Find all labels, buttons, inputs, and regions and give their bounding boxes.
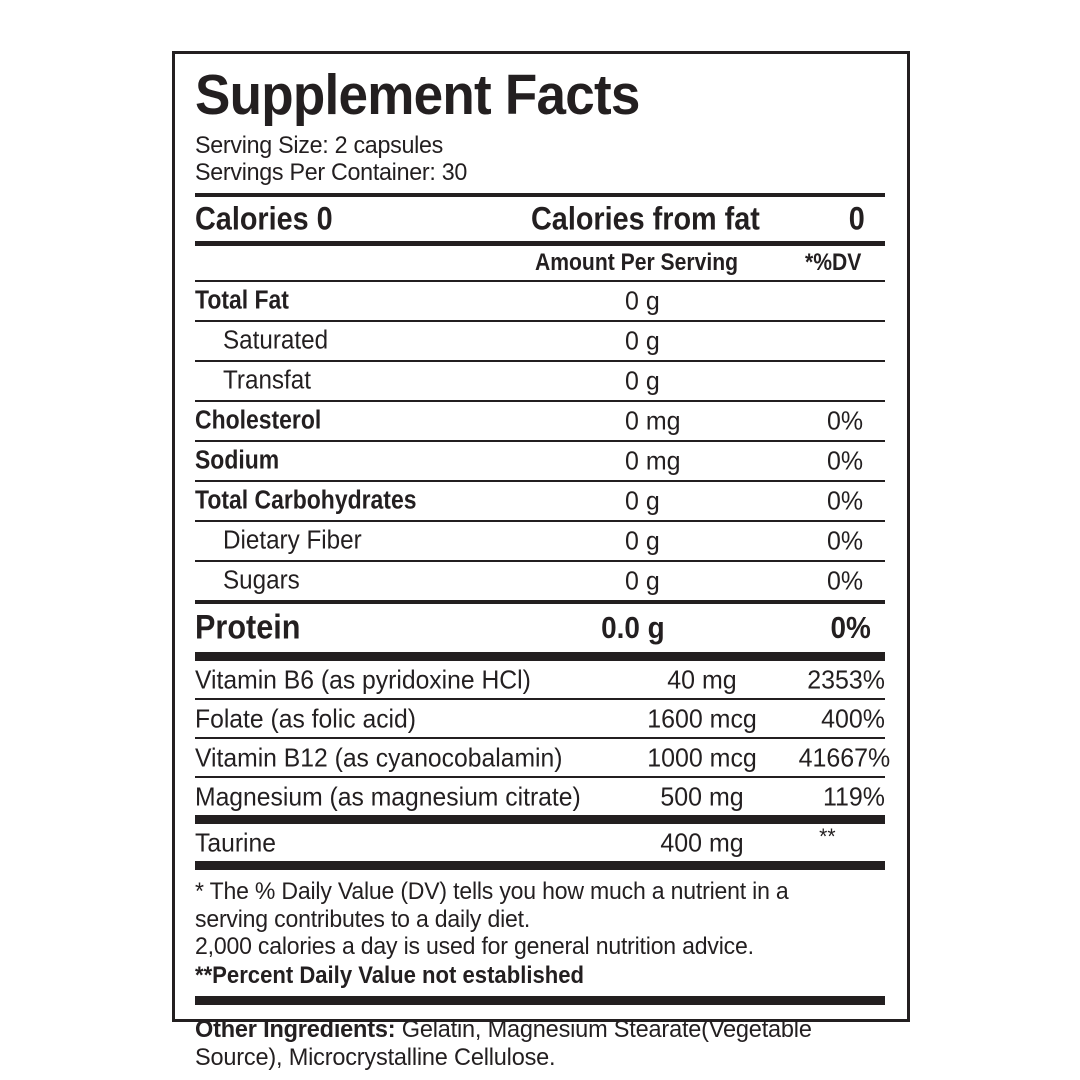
- serving-size: Serving Size: 2 capsules: [195, 132, 444, 159]
- nutrient-row-sodium: Sodium 0 mg 0%: [195, 442, 885, 480]
- nutrient-row-cholesterol: Cholesterol 0 mg 0%: [195, 402, 885, 440]
- nutrient-label: Sodium: [195, 446, 280, 475]
- footnote-section: * The % Daily Value (DV) tells you how m…: [195, 870, 893, 996]
- nutrient-daily-value: 41667%: [798, 742, 891, 772]
- nutrient-label: Sugars: [223, 566, 300, 595]
- nutrient-row-saturated: Saturated 0 g: [195, 322, 885, 360]
- nutrient-row-dietary-fiber: Dietary Fiber 0 g 0%: [195, 522, 885, 560]
- footnote-line-1: * The % Daily Value (DV) tells you how m…: [195, 878, 789, 905]
- nutrient-row-protein: Protein 0.0 g 0%: [195, 604, 885, 652]
- nutrient-amount: 0 g: [625, 365, 660, 396]
- divider-above-taurine: [195, 815, 885, 824]
- nutrient-amount: 0 mg: [625, 445, 681, 476]
- nutrient-amount: 500 mg: [660, 781, 744, 811]
- daily-value-header: *%DV: [805, 249, 862, 276]
- nutrient-row-taurine: Taurine 400 mg **: [195, 824, 885, 861]
- row-divider: [195, 520, 885, 522]
- divider-above-protein: [195, 600, 885, 604]
- nutrient-label: Cholesterol: [195, 406, 322, 435]
- nutrient-label: Vitamin B12 (as cyanocobalamin): [195, 742, 563, 772]
- nutrient-label: Protein: [195, 608, 301, 647]
- nutrient-daily-value: 2353%: [807, 664, 885, 694]
- nutrient-row-total-carbohydrates: Total Carbohydrates 0 g 0%: [195, 482, 885, 520]
- nutrient-daily-value: 0%: [827, 445, 864, 476]
- divider-below-calories: [195, 241, 885, 246]
- nutrient-row-vitamin-b12: Vitamin B12 (as cyanocobalamin) 1000 mcg…: [195, 739, 891, 776]
- nutrient-label: Vitamin B6 (as pyridoxine HCl): [195, 664, 531, 694]
- nutrient-daily-value: 119%: [823, 781, 885, 811]
- nutrient-row-folate: Folate (as folic acid) 1600 mcg 400%: [195, 700, 885, 737]
- supplement-facts-panel: Supplement Facts Serving Size: 2 capsule…: [172, 51, 910, 1071]
- divider-above-vitamins: [195, 652, 885, 661]
- row-divider: [195, 698, 885, 700]
- calories-row: Calories 0 Calories from fat 0: [195, 197, 885, 241]
- footnote-line-2: serving contributes to a daily diet.: [195, 905, 531, 933]
- nutrient-label: Total Fat: [195, 286, 289, 315]
- row-divider: [195, 440, 885, 442]
- nutrient-label: Dietary Fiber: [223, 526, 362, 555]
- nutrient-amount: 400 mg: [660, 827, 744, 857]
- nutrient-row-magnesium: Magnesium (as magnesium citrate) 500 mg …: [195, 778, 885, 815]
- nutrient-row-transfat: Transfat 0 g: [195, 362, 885, 400]
- nutrient-row-sugars: Sugars 0 g 0%: [195, 562, 885, 600]
- supplement-facts-content: Supplement Facts Serving Size: 2 capsule…: [195, 60, 893, 1072]
- page-title: Supplement Facts: [195, 63, 640, 127]
- servings-per-container: Servings Per Container: 30: [195, 159, 468, 186]
- nutrient-label: Total Carbohydrates: [195, 486, 417, 515]
- nutrient-label: Saturated: [223, 326, 329, 355]
- other-ingredients-heading: Other Ingredients:: [195, 1015, 396, 1043]
- nutrient-amount: 0 g: [625, 525, 660, 556]
- row-divider: [195, 360, 885, 362]
- other-ingredients-list: Gelatin, Magnesium Stearate(Vegetable So…: [195, 1015, 812, 1071]
- column-header-row: Amount Per Serving *%DV: [195, 246, 885, 280]
- row-divider: [195, 400, 885, 402]
- nutrient-amount: 1000 mcg: [647, 742, 757, 772]
- calories-label: Calories 0: [195, 200, 333, 237]
- calories-from-fat-value: 0: [848, 200, 865, 237]
- nutrient-daily-value: 400%: [821, 703, 885, 733]
- nutrient-daily-value: 0%: [830, 610, 871, 645]
- divider-above-calories: [195, 193, 885, 197]
- nutrient-daily-value: 0%: [827, 525, 864, 556]
- nutrient-daily-value: 0%: [827, 565, 864, 596]
- nutrient-amount: 0 g: [625, 485, 660, 516]
- row-divider: [195, 737, 885, 739]
- nutrient-label: Transfat: [223, 366, 311, 395]
- divider-below-column-header: [195, 280, 885, 282]
- divider-above-ingredients: [195, 995, 885, 1005]
- nutrient-amount: 40 mg: [667, 664, 737, 694]
- nutrient-daily-value: **: [819, 824, 836, 850]
- nutrient-daily-value: 0%: [827, 405, 864, 436]
- footnote-line-4: **Percent Daily Value not established: [195, 961, 585, 989]
- nutrient-row-vitamin-b6: Vitamin B6 (as pyridoxine HCl) 40 mg 235…: [195, 661, 885, 698]
- nutrient-amount: 0 g: [625, 285, 660, 316]
- row-divider: [195, 776, 885, 778]
- other-ingredients-text: Other Ingredients: Gelatin, Magnesium St…: [195, 1016, 869, 1072]
- nutrient-daily-value: 0%: [827, 485, 864, 516]
- calories-from-fat-label: Calories from fat: [531, 200, 760, 237]
- divider-below-taurine: [195, 861, 885, 870]
- row-divider: [195, 320, 885, 322]
- nutrient-label: Folate (as folic acid): [195, 703, 417, 733]
- nutrient-label: Magnesium (as magnesium citrate): [195, 781, 581, 811]
- nutrient-amount: 0 g: [625, 565, 660, 596]
- other-ingredients-section: Other Ingredients: Gelatin, Magnesium St…: [195, 1005, 893, 1072]
- nutrient-row-total-fat: Total Fat 0 g: [195, 282, 885, 320]
- nutrient-amount: 0 mg: [625, 405, 681, 436]
- row-divider: [195, 480, 885, 482]
- amount-per-serving-header: Amount Per Serving: [535, 249, 739, 276]
- nutrient-amount: 0.0 g: [601, 610, 665, 645]
- nutrient-amount: 1600 mcg: [647, 703, 757, 733]
- serving-info: Serving Size: 2 capsules Servings Per Co…: [195, 132, 893, 186]
- nutrient-label: Taurine: [195, 827, 277, 857]
- nutrient-amount: 0 g: [625, 325, 660, 356]
- footnote-line-3: 2,000 calories a day is used for general…: [195, 933, 754, 960]
- row-divider: [195, 560, 885, 562]
